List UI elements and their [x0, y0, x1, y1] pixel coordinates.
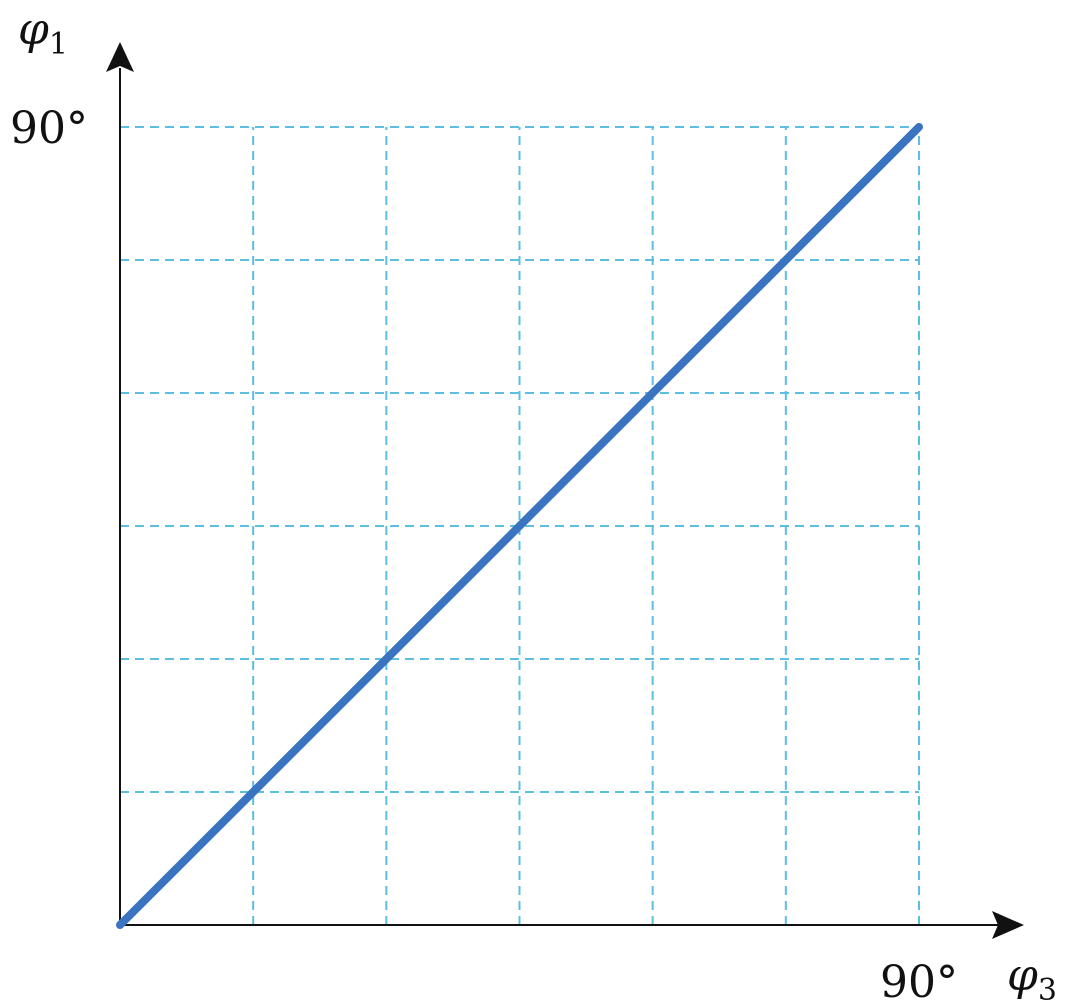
y-axis-subscript: 1: [49, 27, 68, 62]
y-tick-label: 90°: [10, 103, 88, 154]
y-axis-arrow-icon: [106, 42, 134, 72]
x-axis-symbol: φ: [1007, 950, 1038, 1001]
axes: [106, 42, 1024, 939]
x-tick-label: 90°: [880, 957, 958, 1003]
y-axis-symbol: φ: [18, 4, 49, 55]
series-line: [116, 123, 923, 929]
x-axis-arrow-icon: [992, 911, 1024, 939]
series: [116, 123, 923, 929]
x-axis-label: φ3: [1007, 950, 1057, 1003]
x-axis-subscript: 3: [1038, 973, 1057, 1003]
labels: φ1 φ3 90°90°: [10, 4, 1057, 1003]
y-axis-label: φ1: [18, 4, 68, 62]
